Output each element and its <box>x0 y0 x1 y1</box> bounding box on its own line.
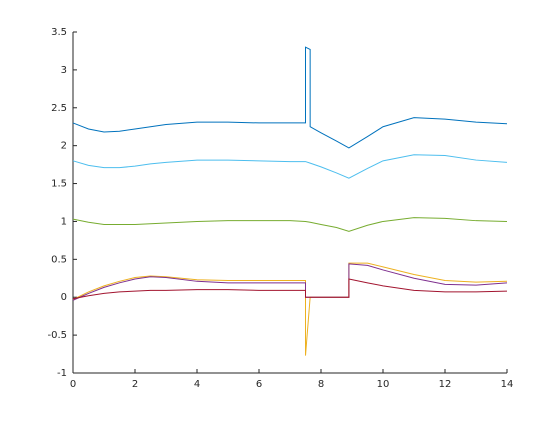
y-tick-label: -1 <box>57 368 67 379</box>
x-tick-label: 8 <box>318 379 324 390</box>
x-tick-label: 4 <box>194 379 200 390</box>
y-tick-label: -0.5 <box>47 330 67 341</box>
series-line <box>72 154 508 179</box>
y-tick-label: 3 <box>61 65 67 76</box>
series-line <box>72 46 508 149</box>
x-tick-label: 2 <box>132 379 138 390</box>
x-tick-label: 14 <box>501 379 514 390</box>
x-tick-label: 0 <box>70 379 76 390</box>
x-tick-label: 6 <box>256 379 262 390</box>
series-line <box>72 262 508 356</box>
x-tick-label: 12 <box>439 379 452 390</box>
y-tick-label: 0.5 <box>51 254 67 265</box>
series-line <box>72 217 508 232</box>
series-line <box>72 278 508 300</box>
y-tick-label: 2 <box>61 141 67 152</box>
y-tick-label: 0 <box>61 292 67 303</box>
y-tick-label: 1.5 <box>51 179 67 190</box>
y-tick-label: 2.5 <box>51 103 67 114</box>
y-tick-label: 3.5 <box>51 27 67 38</box>
x-tick-label: 10 <box>377 379 390 390</box>
series-line <box>72 263 508 301</box>
y-tick-label: 1 <box>61 216 67 227</box>
